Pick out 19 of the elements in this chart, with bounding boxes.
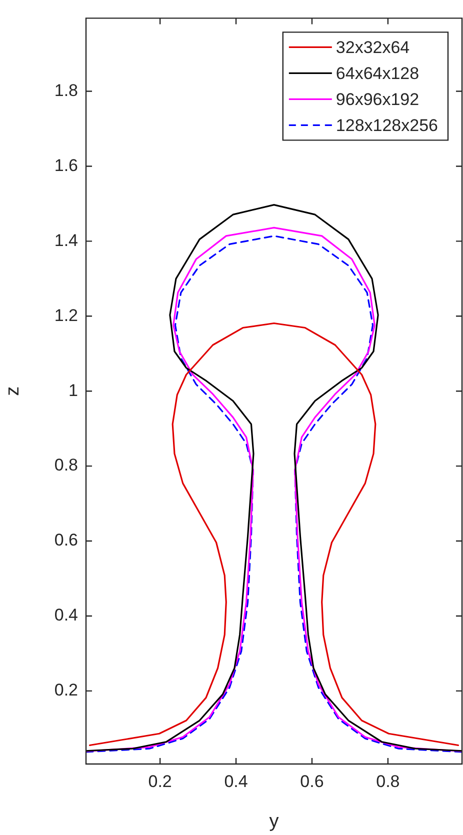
- y-tick-label: 0.6: [54, 530, 78, 550]
- y-tick-label: 0.2: [54, 680, 78, 700]
- legend-label: 64x64x128: [336, 64, 420, 83]
- legend-label: 96x96x192: [336, 90, 420, 109]
- x-tick-label: 0.6: [300, 772, 324, 791]
- y-tick-label: 1.4: [54, 230, 78, 250]
- y-tick-label: 1.6: [54, 156, 78, 175]
- y-tick-label: 0.8: [54, 456, 78, 475]
- y-tick-label: 1.8: [54, 80, 78, 100]
- x-tick-label: 0.2: [148, 772, 172, 791]
- x-axis-title: y: [269, 810, 280, 832]
- x-tick-label: 0.4: [224, 772, 248, 791]
- y-tick-label: 0.4: [54, 606, 78, 625]
- legend-label: 128x128x256: [336, 116, 438, 135]
- x-tick-label: 0.8: [376, 772, 400, 791]
- legend-label: 32x32x64: [336, 38, 410, 57]
- y-axis-title: z: [2, 386, 24, 396]
- y-tick-label: 1: [68, 380, 78, 400]
- y-tick-label: 1.2: [54, 306, 78, 325]
